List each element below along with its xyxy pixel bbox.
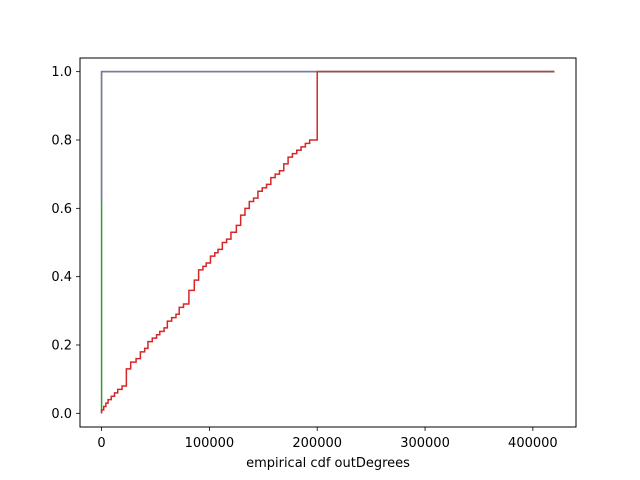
x-tick-label: 200000 (292, 436, 342, 451)
x-tick-label: 0 (97, 436, 105, 451)
y-axis-ticks: 0.0 0.2 0.4 0.6 0.8 1.0 (51, 65, 80, 422)
y-tick-label: 0.6 (51, 202, 72, 217)
x-tick-label: 300000 (400, 436, 450, 451)
y-tick-label: 0.4 (51, 270, 72, 285)
y-tick-label: 0.2 (51, 339, 72, 354)
y-tick-label: 0.8 (51, 134, 72, 149)
plot-lines (100, 70, 555, 414)
y-tick-label: 0.0 (51, 407, 72, 422)
axes-frame (79, 57, 577, 428)
x-axis-ticks: 0 100000 200000 300000 400000 (97, 427, 558, 451)
x-tick-label: 100000 (185, 436, 235, 451)
x-axis-label: empirical cdf outDegrees (246, 456, 410, 471)
y-tick-label: 1.0 (51, 65, 72, 80)
series-line-3 (100, 70, 555, 414)
x-tick-label: 400000 (508, 436, 558, 451)
